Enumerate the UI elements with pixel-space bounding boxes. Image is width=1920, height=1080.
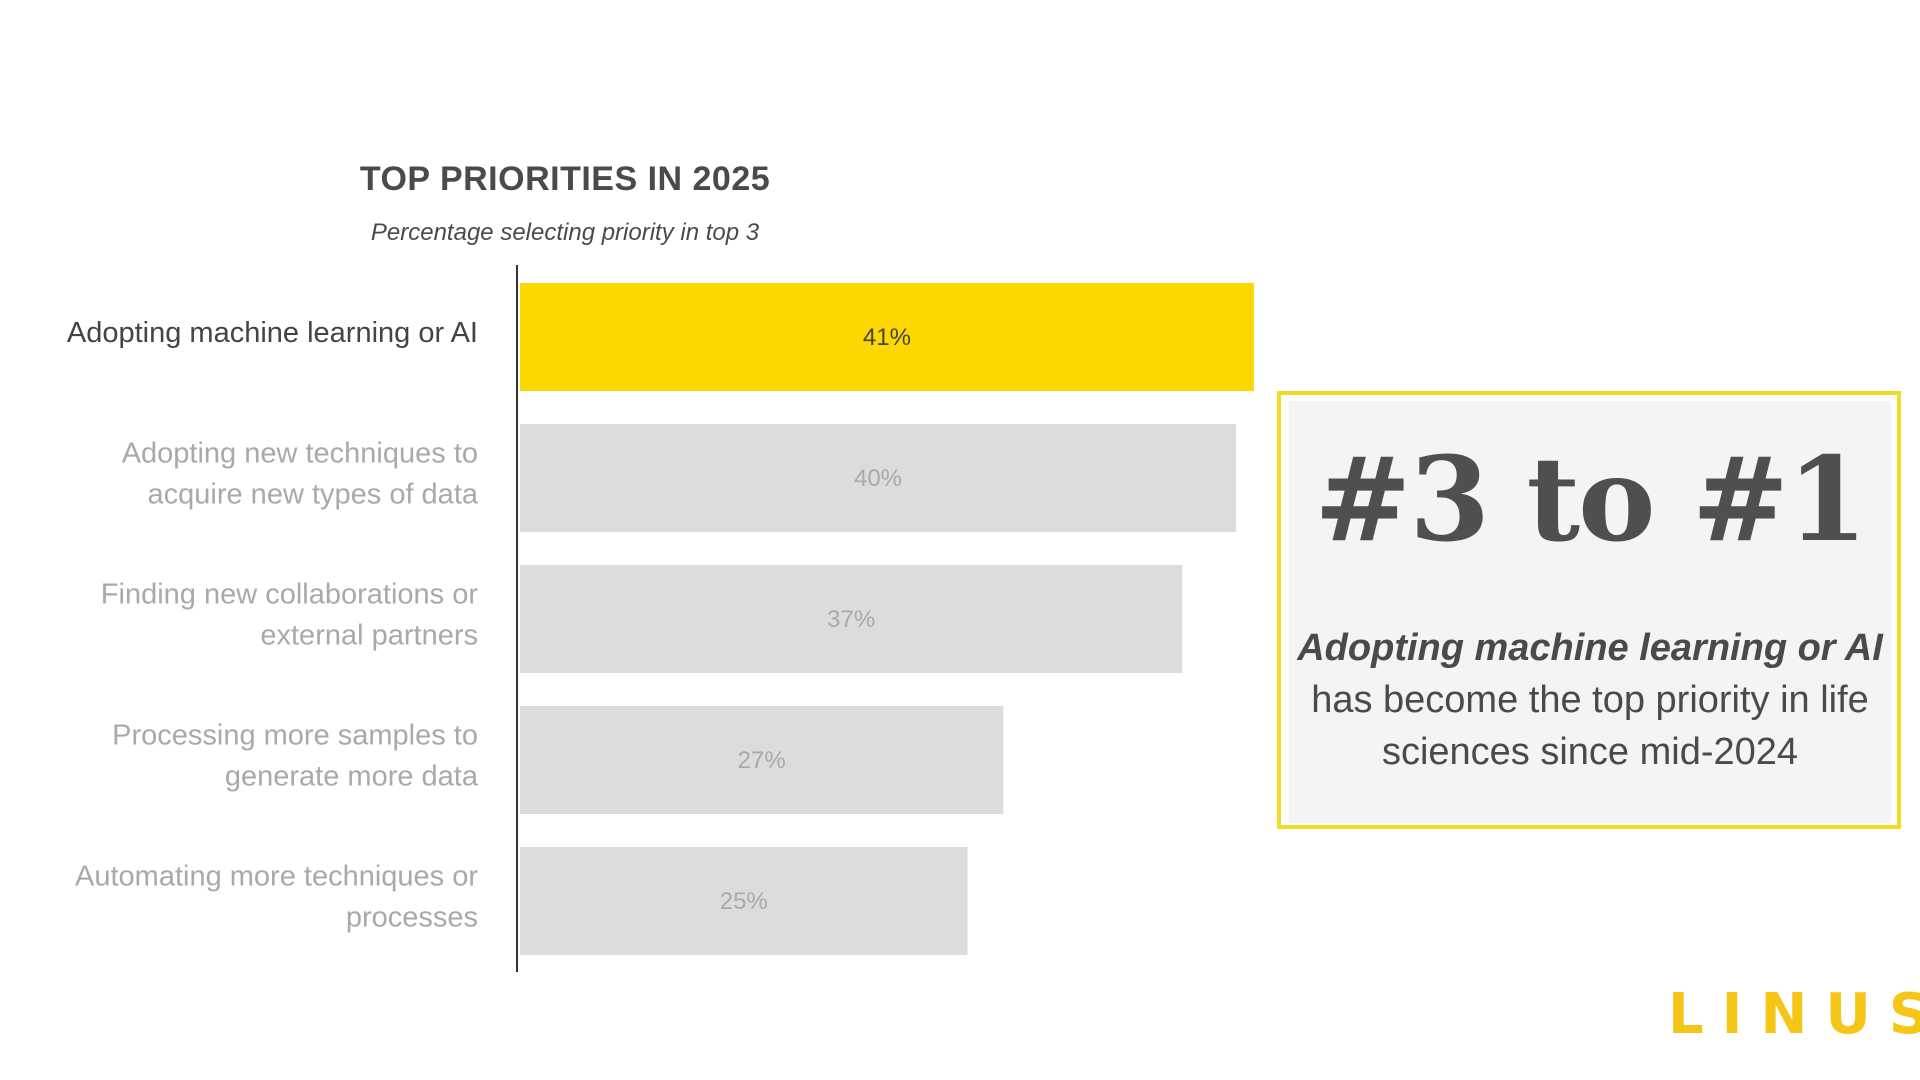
bar-value-label-1: 41%: [863, 324, 911, 351]
category-label-line: Adopting new techniques to: [122, 438, 478, 470]
bar-1: [520, 283, 1254, 391]
category-label-4: Processing more samples to generate more …: [112, 720, 479, 793]
linus-logo: LINUS: [1668, 982, 1920, 1047]
bar-4: [520, 706, 1004, 814]
category-label-line: Automating more techniques or: [75, 861, 478, 893]
category-label-line: Adopting machine learning or AI: [67, 317, 478, 349]
category-label-3: Finding new collaborations or external pa…: [101, 579, 479, 652]
category-label-line: generate more data: [225, 761, 479, 793]
category-label-line: Finding new collaborations or: [101, 579, 479, 611]
bar-value-label-4: 27%: [738, 747, 786, 774]
bar-value-label-5: 25%: [720, 888, 768, 915]
category-label-line: processes: [346, 902, 478, 934]
category-label-1: Adopting machine learning or AI: [67, 317, 478, 349]
bar-value-label-3: 37%: [827, 606, 875, 633]
bar-2: [520, 424, 1236, 532]
callout-headline: #3 to #1: [1314, 432, 1868, 568]
chart-subtitle: Percentage selecting priority in top 3: [370, 219, 760, 246]
bar-value-label-2: 40%: [854, 465, 902, 492]
bar-3: [520, 565, 1183, 673]
chart-title: TOP PRIORITIES IN 2025: [359, 160, 771, 198]
category-label-line: acquire new types of data: [148, 479, 479, 511]
category-label-5: Automating more techniques or processes: [75, 861, 478, 934]
callout-body-emphasis: Adopting machine learning or AI: [1297, 627, 1883, 669]
category-label-2: Adopting new techniques to acquire new ty…: [122, 438, 479, 511]
category-label-line: external partners: [260, 620, 478, 652]
bar-chart: 41% Adopting machine learning or AI 40% Ado…: [67, 265, 1254, 972]
bar-5: [520, 847, 968, 955]
callout-panel: [1289, 401, 1891, 823]
callout-body: Adopting machine learning or AI has beco…: [1289, 622, 1891, 778]
callout-body-rest: has become the top priority in life scie…: [1311, 679, 1869, 773]
category-label-line: Processing more samples to: [112, 720, 478, 752]
